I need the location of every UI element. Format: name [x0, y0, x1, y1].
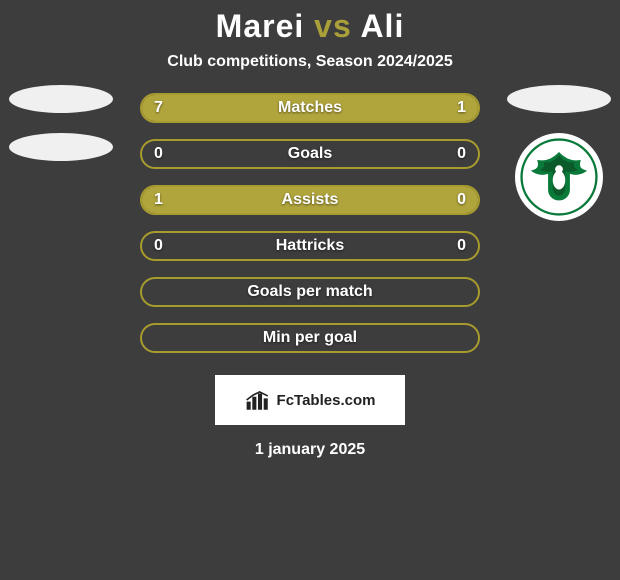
- player2-placeholder-icon: [507, 85, 611, 113]
- fctables-chart-icon: [245, 388, 271, 412]
- page-title: Marei vs Ali: [0, 8, 620, 45]
- stat-bar-label: Hattricks: [142, 233, 478, 259]
- stat-bars: Matches71Goals00Assists10Hattricks00Goal…: [140, 93, 480, 353]
- stat-bar-label: Assists: [142, 187, 478, 213]
- stat-bar: Min per goal: [140, 323, 480, 353]
- stat-bar: Goals per match: [140, 277, 480, 307]
- stat-bar-label: Goals: [142, 141, 478, 167]
- stat-bar: Hattricks0 0: [140, 231, 480, 261]
- stats-area: Matches71Goals00Assists10Hattricks00Goal…: [0, 93, 620, 353]
- player1-avatar-column: [6, 85, 116, 161]
- stat-bar-value-right: 0: [457, 233, 466, 259]
- subtitle: Club competitions, Season 2024/2025: [0, 53, 620, 71]
- stat-bar: Goals0 0: [140, 139, 480, 169]
- stat-bar-value-right: 1: [457, 95, 466, 121]
- player1-placeholder-icon: [9, 85, 113, 113]
- stat-bar: Matches7 1: [140, 93, 480, 123]
- stat-bar-value-left: 7: [154, 95, 163, 121]
- player2-club-badge: [515, 133, 603, 221]
- player2-name: Ali: [360, 8, 404, 44]
- stat-bar-value-left: 1: [154, 187, 163, 213]
- stat-bar: Assists1 0: [140, 185, 480, 215]
- eagle-club-icon: [520, 138, 598, 216]
- comparison-card: Marei vs Ali Club competitions, Season 2…: [0, 0, 620, 459]
- stat-bar-label: Matches: [142, 95, 478, 121]
- stat-bar-value-right: 0: [457, 141, 466, 167]
- player1-name: Marei: [216, 8, 305, 44]
- player2-avatar-column: [504, 85, 614, 221]
- stat-bar-label: Min per goal: [142, 325, 478, 351]
- stat-bar-value-left: 0: [154, 141, 163, 167]
- stat-bar-label: Goals per match: [142, 279, 478, 305]
- fctables-logo-text: FcTables.com: [277, 392, 376, 409]
- stat-bar-value-left: 0: [154, 233, 163, 259]
- fctables-logo: FcTables.com: [215, 375, 405, 425]
- stat-bar-value-right: 0: [457, 187, 466, 213]
- snapshot-date: 1 january 2025: [0, 441, 620, 459]
- player1-club-placeholder-icon: [9, 133, 113, 161]
- vs-word: vs: [314, 8, 352, 44]
